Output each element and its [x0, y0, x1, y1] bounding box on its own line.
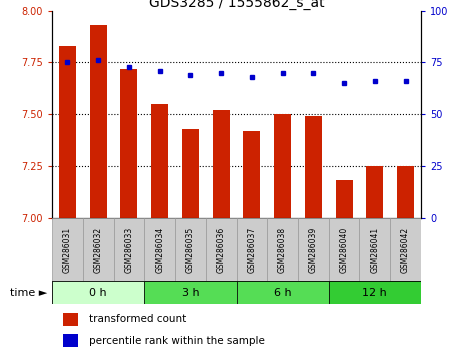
- Text: GSM286038: GSM286038: [278, 227, 287, 273]
- Text: GSM286040: GSM286040: [340, 227, 349, 273]
- Bar: [329, 281, 421, 304]
- Bar: [336, 181, 352, 218]
- Bar: [390, 218, 421, 281]
- Bar: [175, 218, 206, 281]
- Bar: [121, 69, 137, 218]
- Bar: [367, 166, 383, 218]
- Bar: [298, 218, 329, 281]
- Text: 3 h: 3 h: [182, 288, 199, 298]
- Bar: [397, 166, 414, 218]
- Text: 6 h: 6 h: [274, 288, 291, 298]
- Text: time ►: time ►: [10, 288, 47, 298]
- Bar: [244, 131, 260, 218]
- Text: 12 h: 12 h: [362, 288, 387, 298]
- Bar: [182, 129, 199, 218]
- Text: transformed count: transformed count: [89, 314, 186, 325]
- Bar: [236, 281, 329, 304]
- Text: GSM286035: GSM286035: [186, 227, 195, 273]
- Bar: [83, 218, 114, 281]
- Bar: [63, 313, 78, 326]
- Text: GSM286041: GSM286041: [370, 227, 379, 273]
- Text: GSM286036: GSM286036: [217, 227, 226, 273]
- Text: GSM286034: GSM286034: [155, 227, 164, 273]
- Text: GSM286032: GSM286032: [94, 227, 103, 273]
- Text: GSM286037: GSM286037: [247, 227, 256, 273]
- Bar: [52, 281, 144, 304]
- Bar: [274, 114, 291, 218]
- Bar: [144, 218, 175, 281]
- Text: GSM286033: GSM286033: [124, 227, 133, 273]
- Bar: [359, 218, 390, 281]
- Text: 0 h: 0 h: [89, 288, 107, 298]
- Title: GDS3285 / 1555862_s_at: GDS3285 / 1555862_s_at: [149, 0, 324, 10]
- Bar: [59, 46, 76, 218]
- Bar: [52, 218, 83, 281]
- Bar: [267, 218, 298, 281]
- Bar: [329, 218, 359, 281]
- Text: percentile rank within the sample: percentile rank within the sample: [89, 336, 265, 346]
- Text: GSM286042: GSM286042: [401, 227, 410, 273]
- Bar: [206, 218, 236, 281]
- Bar: [151, 104, 168, 218]
- Bar: [90, 25, 106, 218]
- Bar: [236, 218, 267, 281]
- Bar: [213, 110, 229, 218]
- Bar: [63, 334, 78, 347]
- Bar: [144, 281, 236, 304]
- Text: GSM286039: GSM286039: [309, 227, 318, 273]
- Text: GSM286031: GSM286031: [63, 227, 72, 273]
- Bar: [114, 218, 144, 281]
- Bar: [305, 116, 322, 218]
